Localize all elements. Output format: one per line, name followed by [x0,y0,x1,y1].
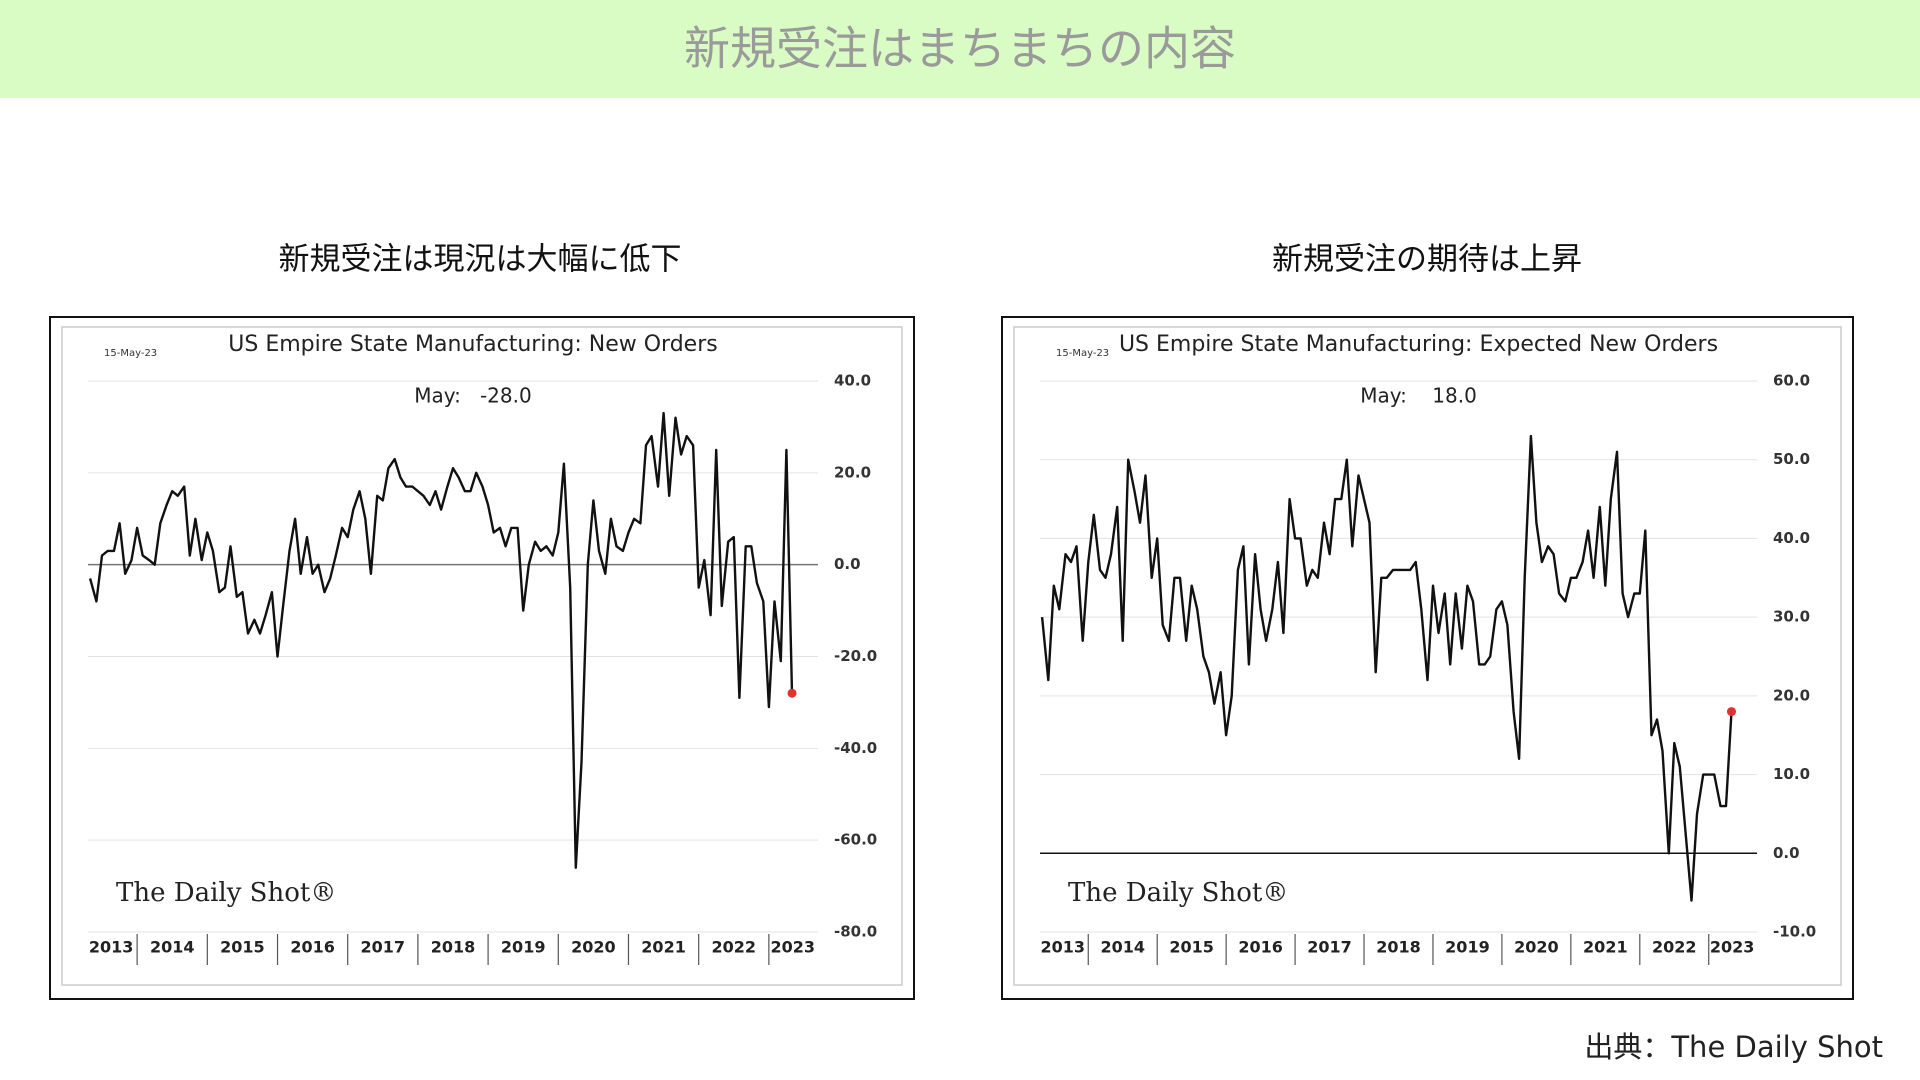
x-tick-label: 2021 [641,938,686,957]
x-tick-label: 2019 [501,938,546,957]
y-tick-label: 0.0 [834,555,861,573]
chart-heading: 新規受注の期待は上昇 [1272,242,1582,278]
chart-panel: US Empire State Manufacturing: Expected … [1001,316,1854,1000]
y-tick-label: -10.0 [1773,923,1816,941]
x-tick-label: 2014 [1100,938,1145,957]
annotation: May: -28.0 [414,384,531,408]
x-tick-label: 2023 [1710,938,1755,957]
date-label: 15-May-23 [104,348,157,359]
x-tick-label: 2020 [1514,938,1559,957]
y-tick-label: 60.0 [1773,372,1810,390]
annotation: May: 18.0 [1360,384,1477,408]
slide-title: 新規受注はまちまちの内容 [684,22,1236,76]
y-tick-label: 50.0 [1773,450,1810,468]
y-tick-label: 30.0 [1773,608,1810,626]
x-tick-label: 2016 [1238,938,1283,957]
y-tick-label: 40.0 [834,372,871,390]
panel-inner-border [61,326,903,986]
x-tick-label: 2020 [571,938,616,957]
chart-title: US Empire State Manufacturing: New Order… [228,332,717,357]
header-band [0,0,1920,98]
x-tick-label: 2018 [431,938,476,957]
x-tick-label: 2019 [1445,938,1490,957]
x-tick-label: 2022 [712,938,757,957]
y-tick-label: 40.0 [1773,529,1810,547]
watermark: The Daily Shot® [1068,878,1288,908]
y-tick-label: 20.0 [1773,686,1810,704]
x-tick-label: 2017 [361,938,406,957]
x-tick-label: 2013 [89,938,134,957]
source-note: 出典：The Daily Shot [1584,1030,1883,1064]
x-tick-label: 2022 [1652,938,1697,957]
panel-border [1001,316,1854,1000]
last-point [787,688,797,698]
y-tick-label: -60.0 [834,831,877,849]
y-tick-label: -20.0 [834,647,877,665]
x-tick-label: 2016 [290,938,335,957]
x-tick-label: 2014 [150,938,195,957]
y-tick-label: -80.0 [834,923,877,941]
y-tick-label: 20.0 [834,463,871,481]
chart-panel: US Empire State Manufacturing: New Order… [49,316,915,1000]
last-point [1726,707,1736,717]
x-tick-label: 2023 [770,938,815,957]
date-label: 15-May-23 [1056,348,1109,359]
data-line [88,411,794,869]
x-tick-label: 2021 [1583,938,1628,957]
panel-border [49,316,915,1000]
x-tick-label: 2018 [1376,938,1421,957]
watermark: The Daily Shot® [116,878,336,908]
data-line [1040,434,1733,902]
x-tick-label: 2015 [1169,938,1214,957]
x-tick-label: 2015 [220,938,265,957]
chart-title: US Empire State Manufacturing: Expected … [1119,332,1718,357]
x-tick-label: 2013 [1040,938,1085,957]
panel-inner-border [1013,326,1842,986]
x-tick-label: 2017 [1307,938,1352,957]
y-tick-label: 0.0 [1773,844,1800,862]
y-tick-label: -40.0 [834,739,877,757]
chart-heading: 新規受注は現況は大幅に低下 [279,242,682,278]
y-tick-label: 10.0 [1773,765,1810,783]
